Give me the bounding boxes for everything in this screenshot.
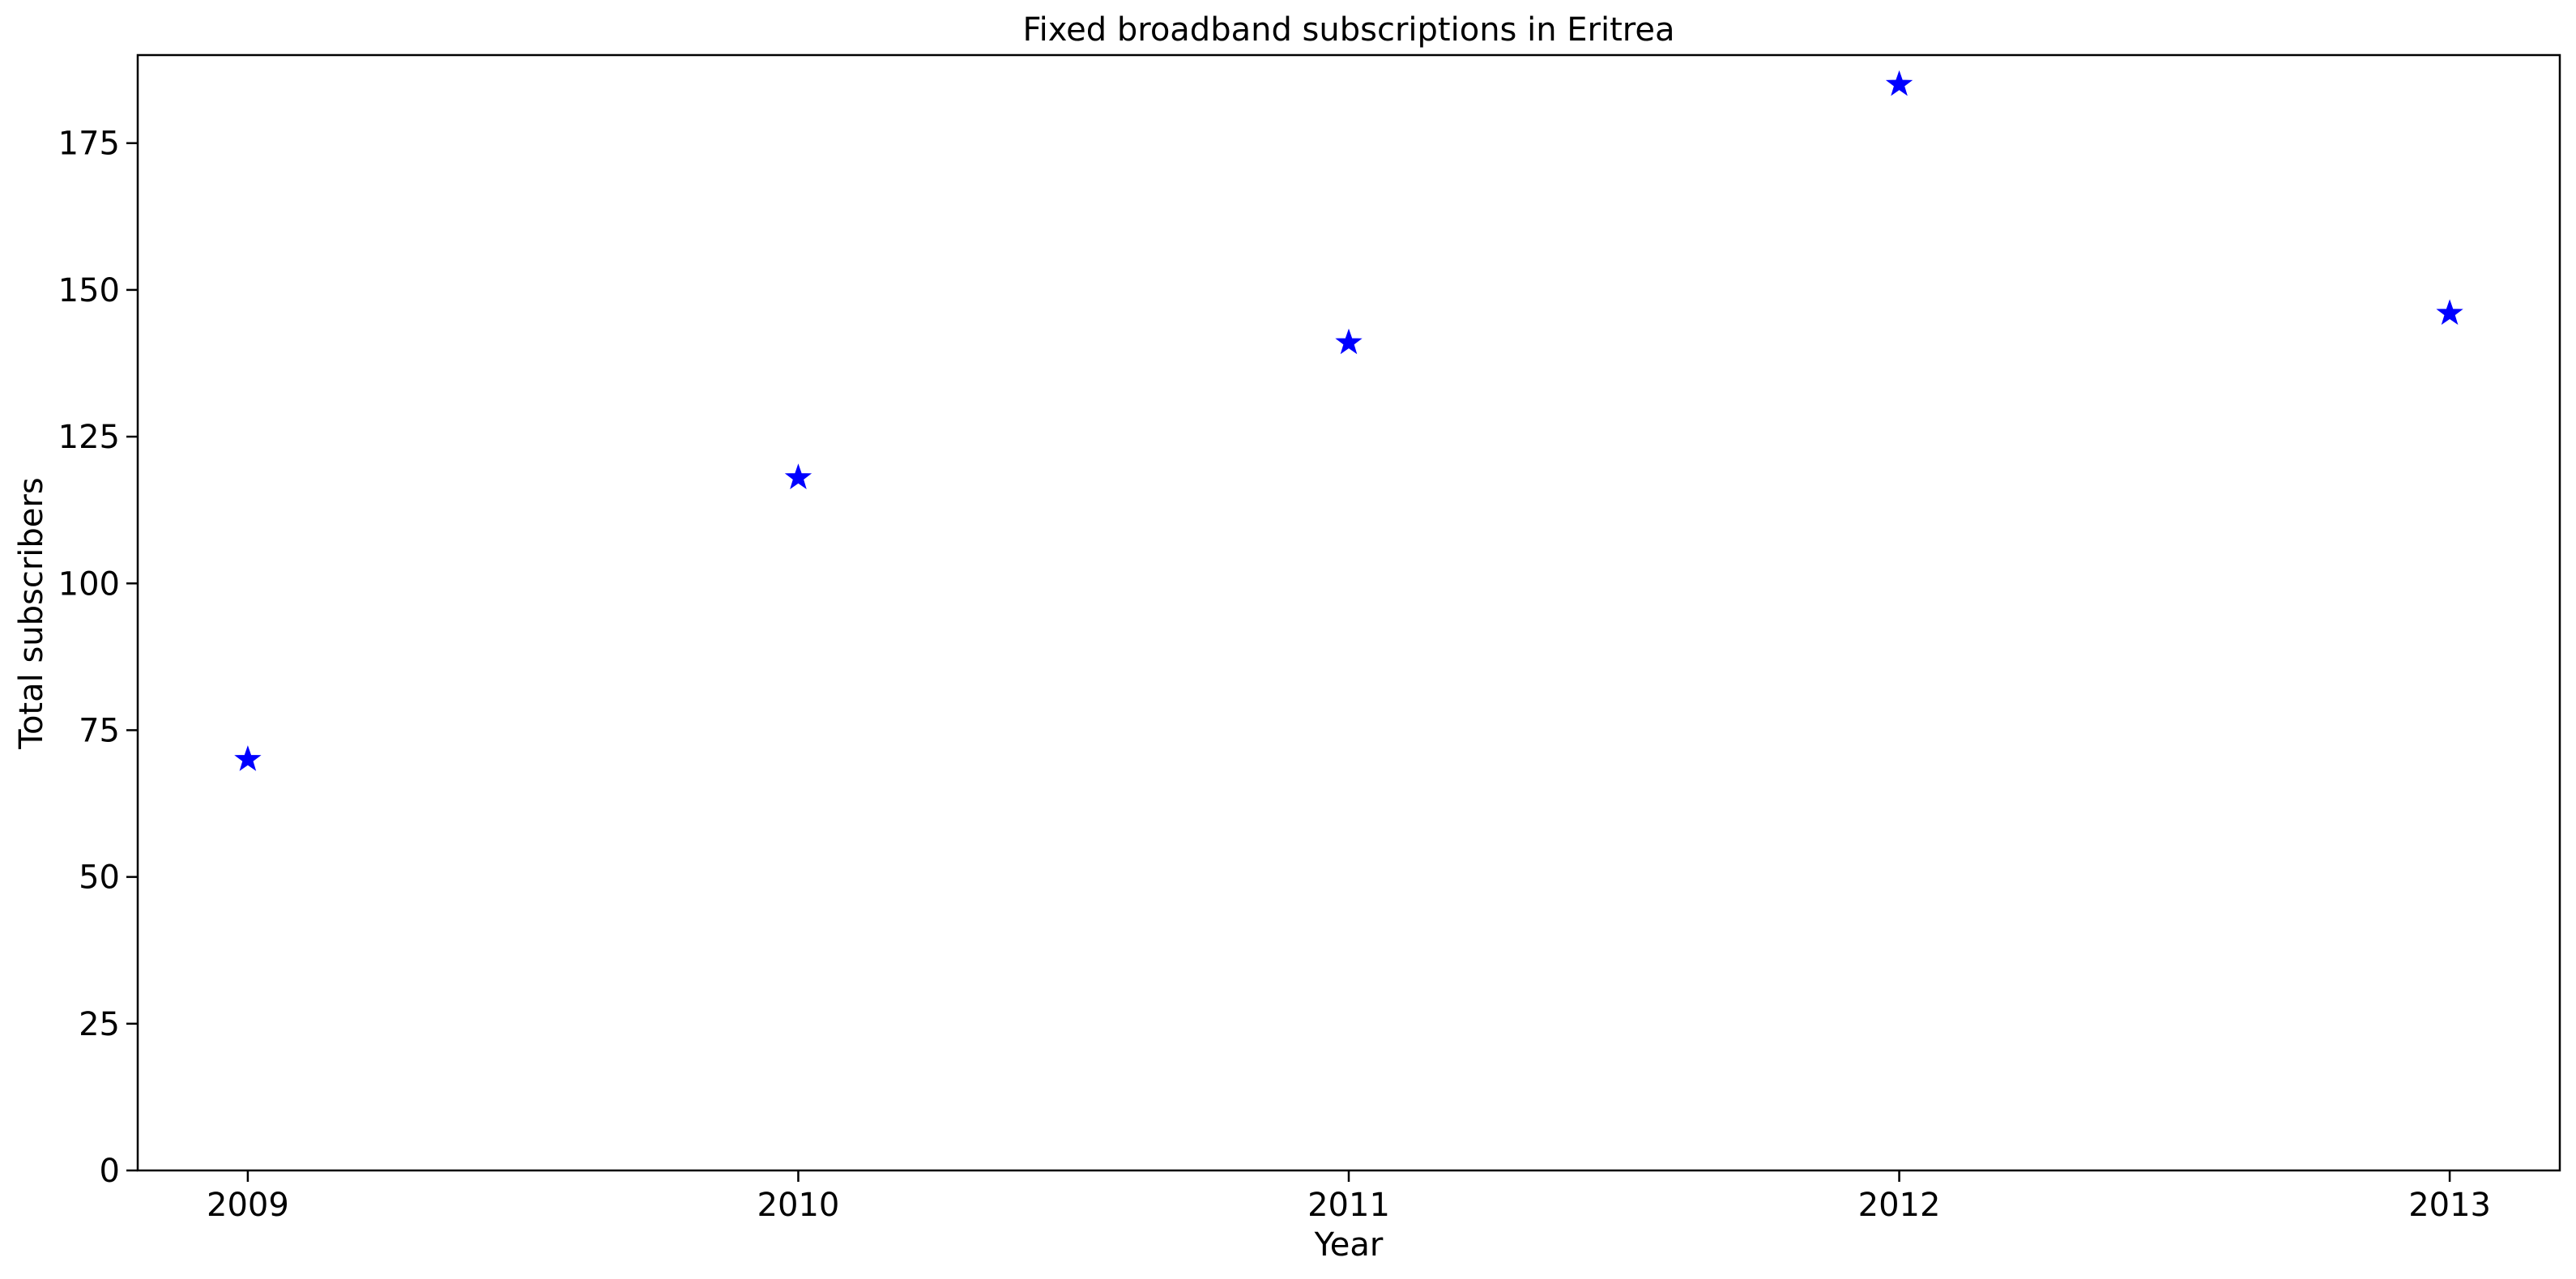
y-tick-label: 50 (79, 859, 120, 897)
x-tick-label: 2011 (1307, 1187, 1390, 1224)
y-axis-ticks: 0 25 50 75 100 125 150 175 (58, 126, 138, 1190)
data-points (234, 70, 2463, 771)
y-tick-label: 125 (58, 419, 120, 456)
y-tick-label: 0 (100, 1153, 120, 1190)
x-axis-label: Year (1314, 1226, 1384, 1264)
y-tick-label: 150 (58, 272, 120, 309)
y-tick-label: 25 (79, 1006, 120, 1043)
data-point-star (1885, 70, 1913, 96)
data-point-star (2436, 299, 2463, 326)
chart-title: Fixed broadband subscriptions in Eritrea (1023, 11, 1675, 49)
data-point-star (784, 463, 812, 489)
plot-area-frame (136, 53, 2561, 1172)
x-axis-ticks: 2009 2010 2011 2012 2013 (207, 1170, 2491, 1224)
x-tick-label: 2012 (1858, 1187, 1941, 1224)
y-tick-label: 175 (58, 126, 120, 163)
x-tick-label: 2010 (757, 1187, 840, 1224)
x-tick-label: 2013 (2408, 1187, 2491, 1224)
y-axis-label: Total subscribers (13, 477, 50, 749)
y-tick-label: 100 (58, 565, 120, 603)
x-tick-label: 2009 (207, 1187, 289, 1224)
data-point-star (1335, 328, 1363, 355)
y-tick-label: 75 (79, 712, 120, 749)
data-point-star (234, 745, 262, 771)
